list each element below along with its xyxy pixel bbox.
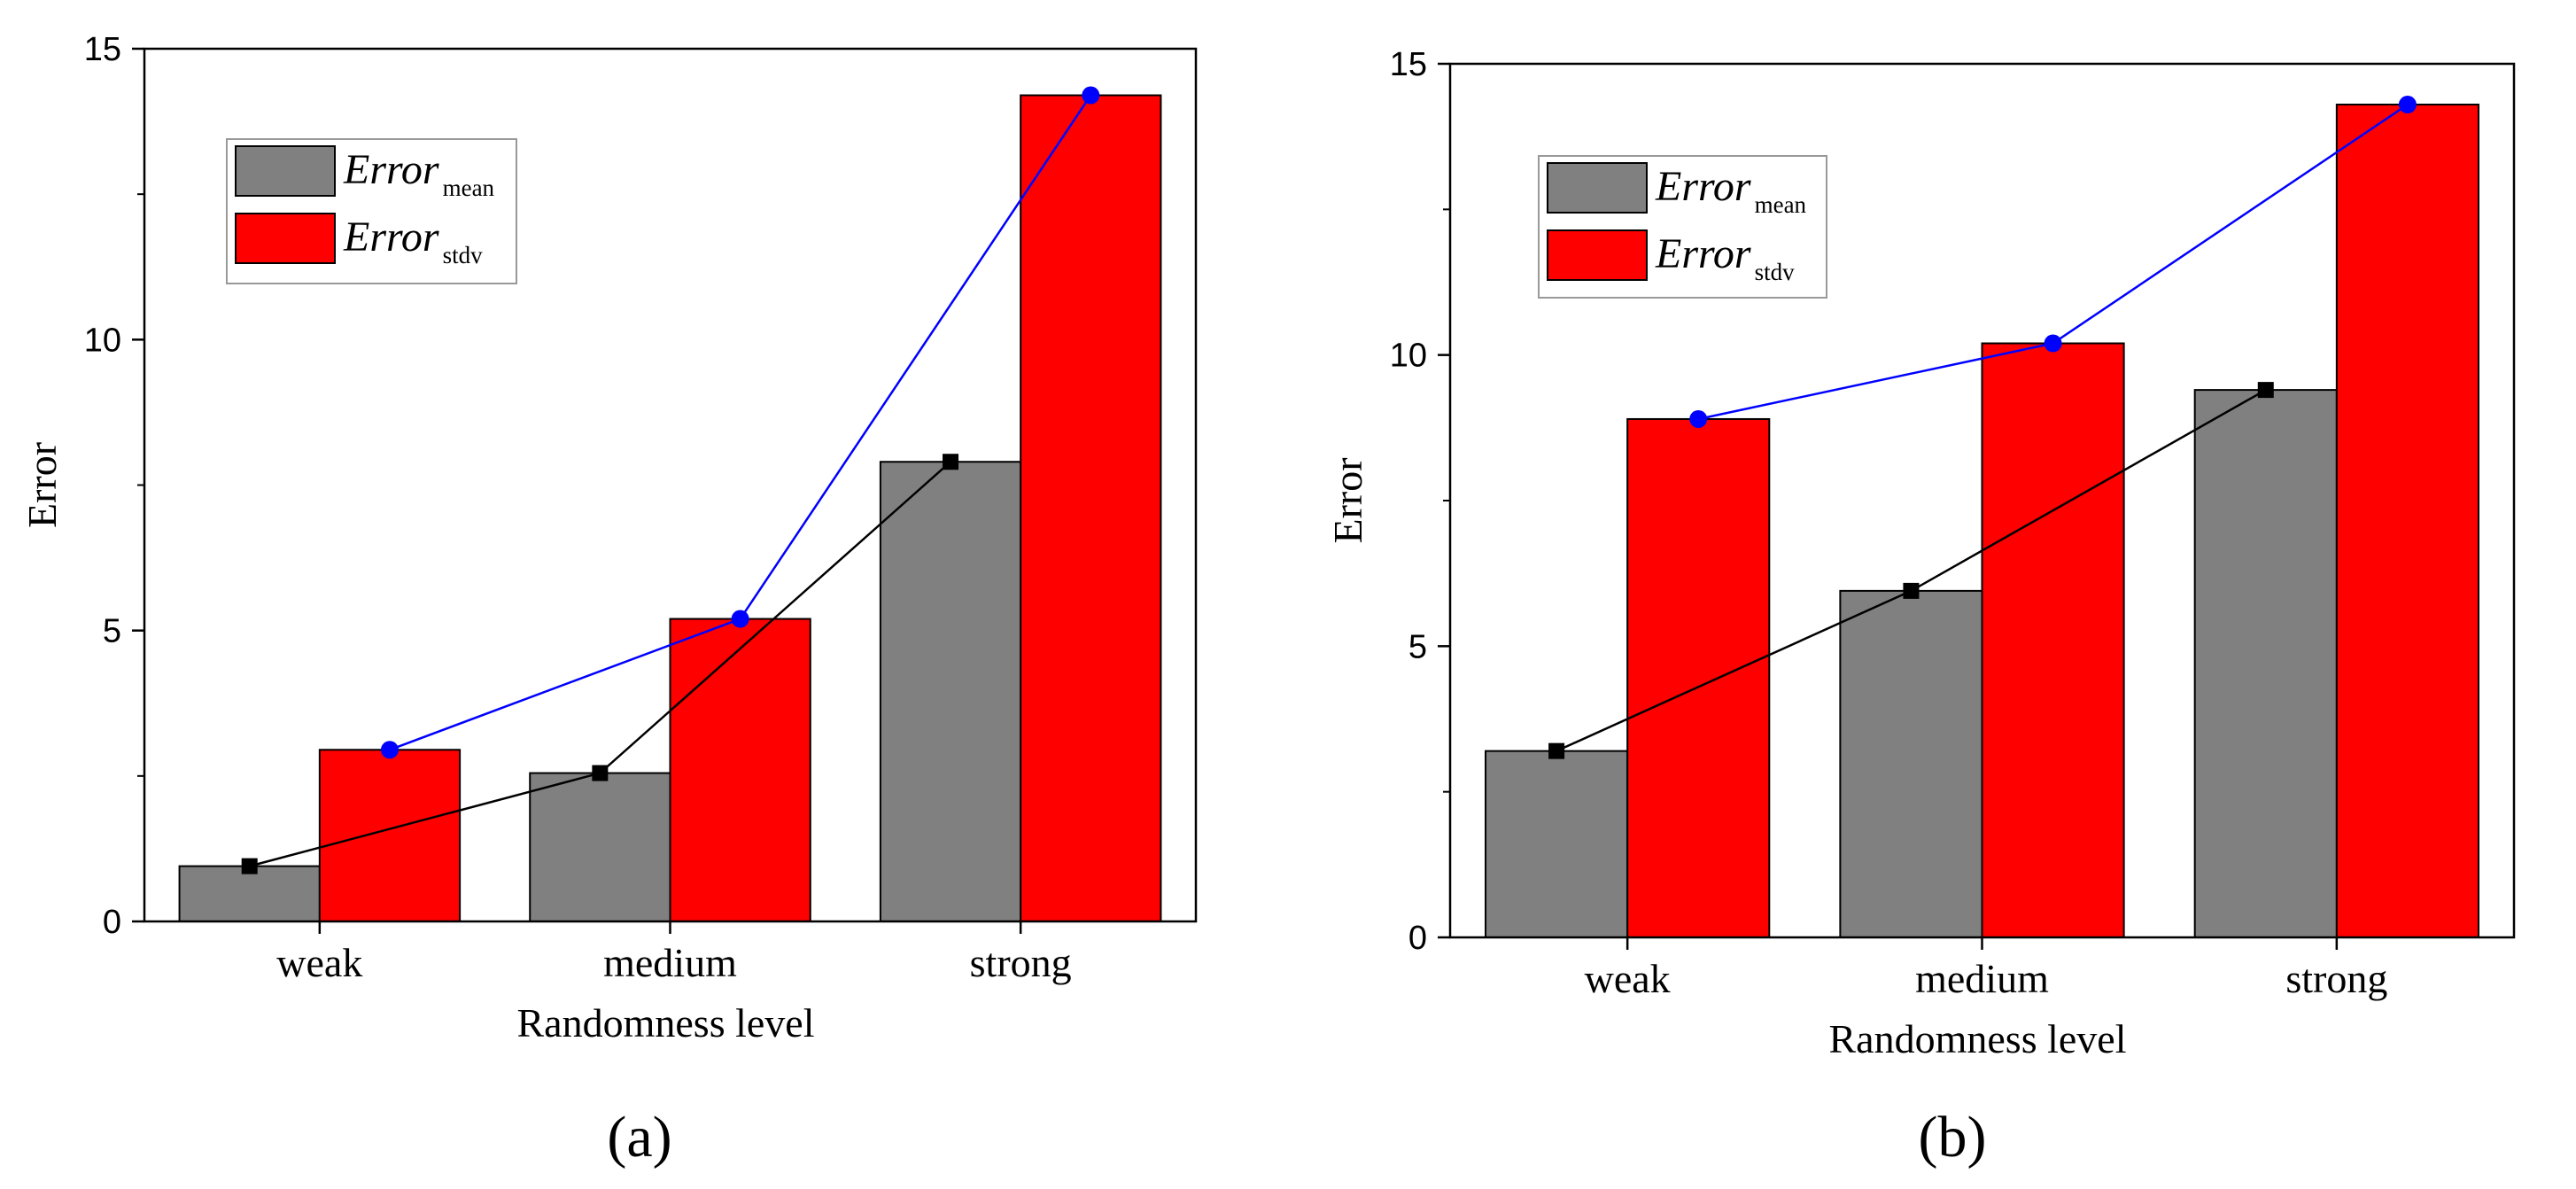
legend-swatch-mean	[235, 145, 336, 197]
bar-mean-strong	[879, 461, 1022, 922]
x-tick-label-medium: medium	[1915, 956, 2049, 1001]
point-stdv-weak	[380, 741, 399, 759]
legend-swatch-stdv	[235, 213, 336, 264]
legend-label-subscript: mean	[1755, 191, 1807, 218]
panel-label: (a)	[607, 1105, 671, 1170]
x-tick-label-strong: strong	[2285, 956, 2387, 1001]
point-mean-strong	[943, 454, 959, 470]
legend-label-main: Error	[1655, 163, 1751, 210]
legend-label-main: Error	[343, 214, 439, 260]
legend-label-subscript: stdv	[1755, 259, 1796, 285]
point-stdv-strong	[2398, 96, 2417, 114]
bar-mean-weak	[178, 865, 321, 922]
x-tick-label-medium: medium	[603, 940, 737, 985]
chart-panel-a: 0 5 10 15 weak medium strong Randomness level Er…	[19, 31, 1198, 1170]
legend-label-main: Error	[1655, 230, 1751, 277]
legend-label-stdv: Error stdv	[1655, 230, 1795, 285]
legend-label-main: Error	[343, 146, 439, 193]
point-stdv-weak	[1689, 409, 1708, 428]
x-tick-label-weak: weak	[276, 940, 362, 985]
legend-label-subscript: mean	[443, 175, 495, 201]
bar-stdv-medium	[669, 618, 811, 922]
point-stdv-strong	[1082, 86, 1100, 105]
y-tick-label: 15	[84, 31, 121, 68]
y-tick-label: 10	[84, 322, 121, 359]
y-tick-label: 5	[103, 613, 121, 650]
bar-stdv-strong	[1020, 94, 1162, 923]
bars-group	[178, 94, 1162, 923]
chart-panel-b: 0 5 10 15 weak medium strong Randomness level Er…	[1325, 46, 2516, 1170]
y-tick-label: 10	[1390, 338, 1427, 375]
y-axis-title: Error	[1325, 457, 1370, 543]
y-tick-label: 5	[1408, 628, 1427, 665]
legend-label-stdv: Error stdv	[343, 214, 483, 268]
bar-stdv-weak	[318, 749, 462, 922]
y-tick-label: 0	[103, 904, 121, 941]
bar-stdv-medium	[1981, 342, 2125, 938]
legend-label-mean: Error mean	[1655, 163, 1807, 218]
legend-swatch-stdv	[1547, 229, 1648, 281]
panel-label: (b)	[1919, 1105, 1987, 1170]
point-mean-strong	[2257, 382, 2274, 399]
point-stdv-medium	[2044, 334, 2062, 353]
bar-mean-medium	[529, 772, 671, 922]
bar-mean-strong	[2193, 389, 2338, 938]
legend-label-mean: Error mean	[343, 146, 495, 201]
y-tick-label: 0	[1408, 920, 1427, 957]
bar-stdv-weak	[1626, 417, 1771, 938]
y-axis-title: Error	[19, 442, 65, 528]
point-stdv-medium	[731, 610, 749, 628]
x-axis-title: Randomness level	[1829, 1016, 2127, 1061]
point-mean-medium	[1903, 582, 1920, 599]
x-tick-label-weak: weak	[1585, 956, 1671, 1001]
point-mean-medium	[592, 765, 609, 781]
bar-mean-weak	[1485, 750, 1629, 938]
x-tick-label-strong: strong	[970, 940, 1072, 985]
point-mean-weak	[1548, 742, 1565, 759]
x-axis-title: Randomness level	[517, 1000, 815, 1045]
legend-label-subscript: stdv	[443, 242, 484, 268]
bar-mean-medium	[1839, 589, 1983, 938]
bars-group	[1485, 104, 2479, 939]
bar-stdv-strong	[2335, 104, 2479, 939]
point-mean-weak	[241, 858, 258, 874]
legend-swatch-mean	[1547, 162, 1648, 214]
y-tick-label: 15	[1390, 46, 1427, 83]
